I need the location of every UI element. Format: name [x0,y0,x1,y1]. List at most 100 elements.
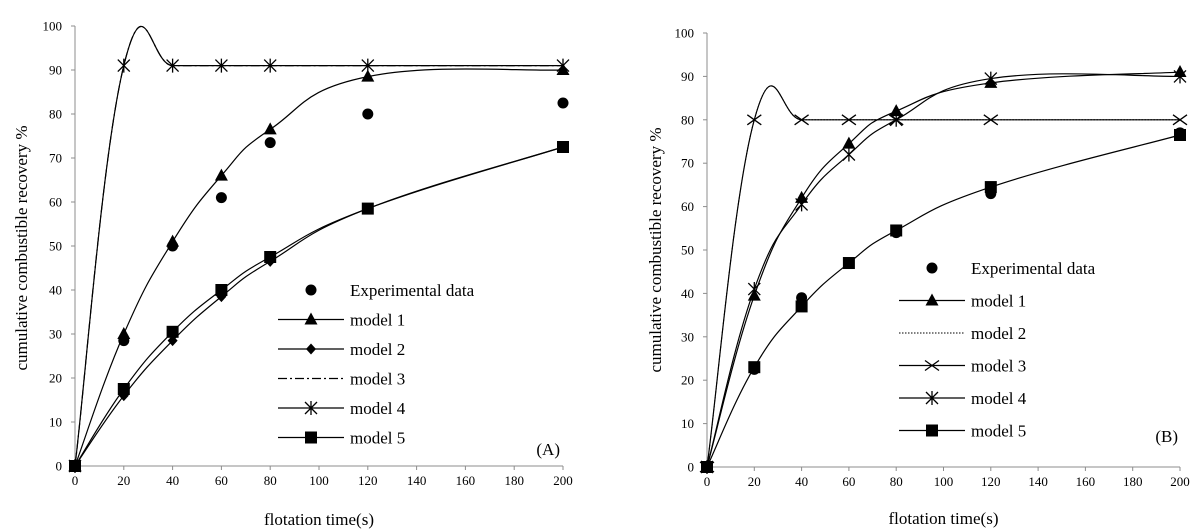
data-point [117,58,131,73]
data-point [263,58,277,73]
y-tick-label: 70 [681,156,694,171]
data-point [842,257,855,270]
y-axis-label: cumulative combustible recovery % [12,126,31,371]
series-line [74,25,563,467]
y-tick-label: 70 [49,151,62,166]
series-line [706,85,1180,468]
chart-panel-b: 0 20 40 60 80 100 120 140 160 180 200 0 10 20 30 40 50 60… [646,26,1190,529]
x-tick-label: 80 [890,474,903,489]
data-point [1172,114,1188,126]
x-tick-label: 20 [748,474,761,489]
legend-label: model 1 [350,311,405,330]
data-point [794,114,809,126]
x-tick-label: 100 [309,473,329,488]
x-tick-label: 160 [1076,474,1096,489]
legend-label: model 5 [971,422,1026,441]
legend-marker [304,401,318,415]
y-tick-label: 80 [49,107,62,122]
legend-label: model 4 [971,389,1027,408]
data-point [889,112,903,127]
data-point [556,58,570,73]
x-tick-label: 60 [215,473,228,488]
series-model-5 [69,141,569,472]
y-tick-label: 90 [49,63,62,78]
x-tick-label: 0 [72,473,79,488]
series-line [706,71,1181,468]
data-point [214,58,228,73]
chart-panel-a: 0 20 40 60 80 100 120 140 160 180 200 0 10 20 30 40 50 60… [12,19,573,529]
y-tick-label: 50 [681,243,694,258]
series-line [74,146,564,467]
x-tick-label: 120 [981,474,1001,489]
x-tick-label: 140 [407,473,427,488]
data-point [795,197,809,212]
data-point [166,325,179,338]
series-line [706,73,1181,468]
data-point [983,114,999,126]
data-point [890,224,903,237]
y-tick-label: 40 [681,286,694,301]
data-point [263,122,277,135]
data-point [1174,128,1186,141]
x-tick-label: 60 [842,474,855,489]
data-point [984,71,998,86]
x-tick-label: 160 [456,473,476,488]
legend-label: model 3 [350,370,405,389]
data-point [214,168,228,181]
x-tick-label: 100 [934,474,954,489]
legend-marker [925,391,939,405]
series-model-1 [700,65,1187,472]
series-model-4 [700,69,1187,474]
data-point [746,114,762,126]
data-point [69,460,81,472]
legend-marker [926,424,938,437]
legend-label: Experimental data [971,259,1096,278]
data-point [701,461,713,473]
data-point [748,361,761,374]
legend-label: model 4 [350,399,406,418]
x-tick-label: 180 [1123,474,1143,489]
series-model-2 [706,85,1180,468]
data-point [842,147,856,162]
data-point [1173,69,1187,84]
series-line [74,146,564,467]
legend-label: model 3 [971,357,1026,376]
legend-marker [925,293,939,306]
x-axis-label: flotation time(s) [264,510,374,529]
legend-label: model 5 [350,429,405,448]
series-model-1 [68,63,570,471]
x-tick-label: 40 [166,473,179,488]
y-tick-label: 60 [49,195,62,210]
legend-marker [924,359,940,372]
x-tick-label: 0 [704,474,711,489]
data-point [842,136,856,149]
series-model-3 [699,85,1188,473]
legend-marker [304,312,318,325]
x-tick-label: 140 [1028,474,1048,489]
x-tick-label: 120 [358,473,378,488]
series-experimental-data [69,97,569,472]
series-line [74,68,564,467]
y-tick-label: 0 [688,460,695,475]
y-tick-label: 80 [681,112,694,127]
data-point [889,104,903,117]
y-tick-label: 30 [49,327,62,342]
legend-marker [306,343,316,355]
data-point [557,97,569,109]
y-tick-label: 0 [56,459,63,474]
data-point [166,234,180,247]
data-point [117,327,131,339]
x-tick-label: 200 [553,473,573,488]
x-tick-label: 40 [795,474,808,489]
data-point [747,282,761,297]
y-tick-label: 60 [681,199,694,214]
legend-label: model 1 [971,292,1026,311]
y-tick-label: 40 [49,283,62,298]
data-point [264,251,277,263]
data-point [362,108,374,120]
data-point [984,181,997,194]
series-model-4 [68,25,570,473]
data-point [841,114,857,126]
data-point [215,192,227,204]
